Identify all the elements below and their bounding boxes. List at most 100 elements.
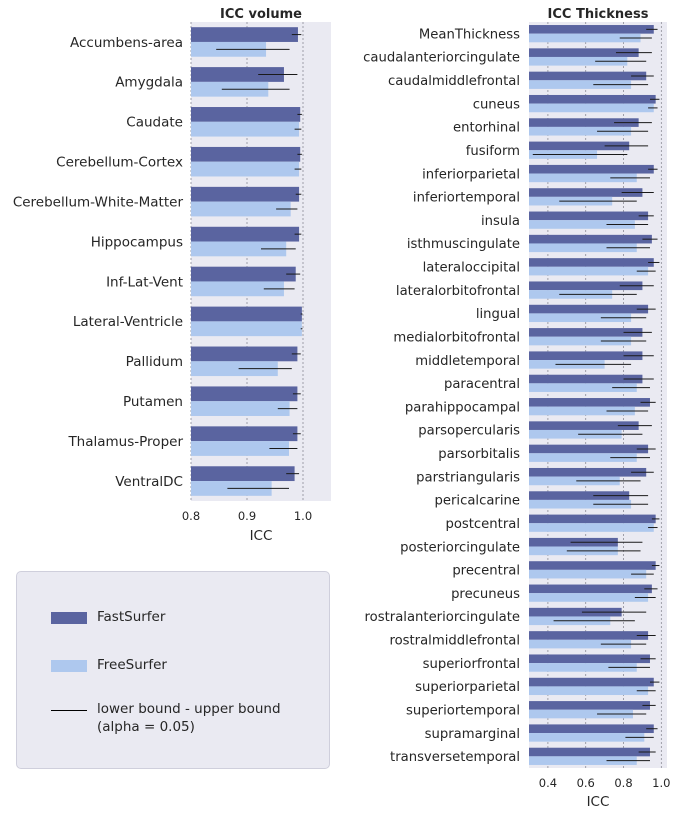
bar-fastsurfer-thickness-0	[529, 25, 654, 34]
bar-freesurfer-thickness-21	[529, 523, 654, 532]
bar-freesurfer-volume-9	[191, 401, 290, 416]
bar-fastsurfer-thickness-2	[529, 71, 647, 81]
bar-freesurfer-thickness-30	[529, 733, 645, 742]
category-label-thickness-19: parstriangularis	[416, 470, 520, 485]
category-label-volume-2: Caudate	[126, 115, 183, 131]
bar-fastsurfer-thickness-9	[529, 234, 652, 244]
bar-fastsurfer-volume-8	[191, 346, 298, 362]
category-label-thickness-30: supramarginal	[425, 727, 520, 742]
bar-fastsurfer-thickness-10	[529, 258, 654, 267]
bar-fastsurfer-thickness-25	[529, 607, 622, 617]
category-label-thickness-1: caudalanteriorcingulate	[363, 51, 520, 66]
category-label-thickness-0: MeanThickness	[419, 27, 520, 42]
category-label-volume-9: Putamen	[123, 394, 183, 410]
bar-freesurfer-thickness-9	[529, 243, 637, 253]
tick-label-thickness-2: 0.8	[614, 776, 632, 790]
category-label-thickness-26: rostralmiddlefrontal	[389, 634, 520, 649]
bar-fastsurfer-volume-7	[191, 306, 302, 322]
bar-fastsurfer-thickness-28	[529, 677, 654, 687]
category-label-volume-5: Hippocampus	[91, 234, 183, 250]
legend: FastSurfer FreeSurfer lower bound - uppe…	[16, 571, 330, 769]
bar-freesurfer-thickness-13	[529, 336, 632, 346]
bar-fastsurfer-thickness-17	[529, 421, 639, 430]
category-label-thickness-17: parsopercularis	[418, 424, 520, 439]
bar-freesurfer-thickness-16	[529, 406, 635, 416]
category-label-thickness-20: pericalcarine	[435, 494, 520, 509]
freesurfer-swatch	[51, 660, 87, 672]
bar-freesurfer-thickness-3	[529, 103, 654, 113]
category-label-thickness-29: superiortemporal	[406, 703, 520, 718]
bar-fastsurfer-thickness-23	[529, 561, 656, 570]
bounds-line-swatch	[51, 710, 87, 711]
bar-fastsurfer-thickness-20	[529, 491, 630, 500]
category-label-thickness-6: inferiorparietal	[422, 167, 520, 182]
bar-fastsurfer-thickness-12	[529, 304, 649, 314]
bar-freesurfer-thickness-19	[529, 476, 620, 486]
bar-fastsurfer-thickness-8	[529, 211, 649, 221]
bar-fastsurfer-volume-1	[191, 67, 284, 82]
bar-fastsurfer-thickness-3	[529, 94, 656, 104]
category-label-thickness-31: transversetemporal	[390, 750, 520, 765]
bar-fastsurfer-volume-9	[191, 386, 298, 402]
bar-freesurfer-thickness-2	[529, 80, 632, 89]
category-label-thickness-16: parahippocampal	[405, 400, 520, 415]
tick-label-thickness-1: 0.6	[577, 776, 595, 790]
bar-fastsurfer-thickness-4	[529, 118, 639, 127]
bar-fastsurfer-volume-3	[191, 146, 301, 162]
bar-fastsurfer-thickness-30	[529, 724, 654, 734]
bar-fastsurfer-thickness-11	[529, 281, 643, 291]
category-label-thickness-28: superiorparietal	[415, 680, 520, 695]
bar-freesurfer-thickness-15	[529, 383, 637, 392]
bar-fastsurfer-thickness-7	[529, 188, 643, 197]
bar-fastsurfer-thickness-19	[529, 467, 647, 477]
bar-fastsurfer-thickness-29	[529, 701, 650, 710]
bar-fastsurfer-thickness-16	[529, 398, 650, 407]
category-label-thickness-14: middletemporal	[415, 354, 520, 369]
category-label-thickness-8: insula	[481, 214, 520, 229]
bar-fastsurfer-thickness-5	[529, 141, 630, 151]
category-label-volume-1: Amygdala	[115, 75, 183, 91]
bar-fastsurfer-thickness-13	[529, 328, 643, 337]
tick-label-thickness-0: 0.4	[539, 776, 557, 790]
bar-freesurfer-thickness-20	[529, 499, 632, 509]
bar-freesurfer-thickness-12	[529, 313, 632, 323]
legend-item-freesurfer: FreeSurfer	[51, 656, 167, 674]
bar-freesurfer-thickness-8	[529, 220, 635, 229]
bar-freesurfer-thickness-28	[529, 686, 649, 696]
tick-label-volume-0: 0.8	[182, 509, 200, 523]
bar-fastsurfer-thickness-18	[529, 444, 649, 454]
bar-freesurfer-thickness-1	[529, 56, 628, 66]
plot-area-volume	[191, 22, 331, 501]
category-label-thickness-18: parsorbitalis	[438, 447, 520, 462]
legend-item-fastsurfer: FastSurfer	[51, 608, 165, 626]
legend-label-bounds: lower bound - upper bound (alpha = 0.05)	[97, 701, 281, 735]
bar-fastsurfer-volume-11	[191, 466, 295, 482]
bar-fastsurfer-thickness-21	[529, 514, 656, 524]
bar-fastsurfer-volume-2	[191, 107, 301, 122]
category-label-thickness-25: rostralanteriorcingulate	[365, 610, 520, 625]
bar-fastsurfer-volume-4	[191, 186, 300, 202]
bar-freesurfer-thickness-6	[529, 173, 637, 183]
bar-freesurfer-volume-6	[191, 281, 284, 297]
bar-freesurfer-thickness-27	[529, 663, 637, 672]
bar-fastsurfer-volume-6	[191, 266, 296, 282]
category-label-thickness-15: paracentral	[444, 377, 520, 392]
bar-fastsurfer-thickness-15	[529, 374, 643, 384]
category-label-thickness-3: cuneus	[473, 97, 520, 112]
bar-fastsurfer-volume-10	[191, 426, 298, 442]
category-label-thickness-10: lateraloccipital	[423, 261, 520, 276]
category-label-volume-0: Accumbens-area	[70, 35, 183, 51]
legend-label-fastsurfer: FastSurfer	[97, 609, 166, 625]
category-label-volume-3: Cerebellum-Cortex	[56, 155, 183, 171]
category-label-thickness-21: postcentral	[445, 517, 520, 532]
legend-label-freesurfer: FreeSurfer	[97, 657, 167, 673]
bar-freesurfer-thickness-24	[529, 593, 649, 602]
category-label-thickness-12: lingual	[476, 307, 520, 322]
fastsurfer-swatch	[51, 612, 87, 624]
tick-label-volume-2: 1.0	[294, 509, 312, 523]
x-axis-label-volume: ICC	[250, 528, 273, 544]
bar-freesurfer-volume-3	[191, 161, 300, 177]
bar-freesurfer-thickness-0	[529, 33, 641, 43]
category-label-thickness-2: caudalmiddlefrontal	[388, 74, 520, 89]
